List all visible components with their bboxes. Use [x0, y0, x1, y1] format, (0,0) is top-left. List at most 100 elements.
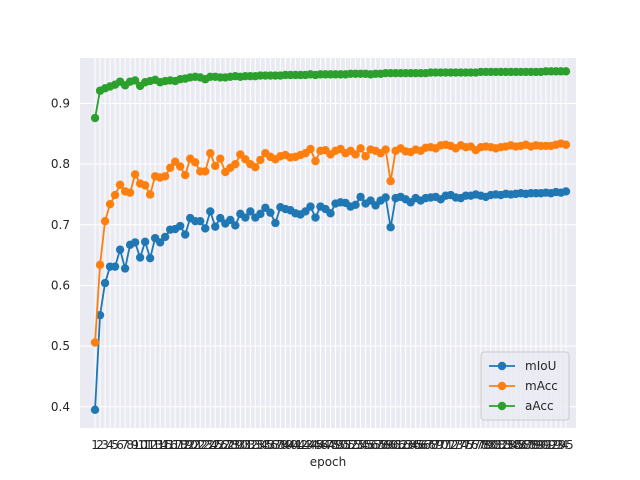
data-point-miou — [216, 213, 225, 223]
x-tick-label: 1 — [91, 438, 99, 452]
data-point-macc — [306, 144, 315, 154]
data-point-macc — [251, 162, 260, 172]
data-point-macc — [191, 158, 200, 167]
x-axis-label: epoch — [310, 455, 347, 469]
x-tick-label: 44 — [303, 438, 318, 452]
data-point-miou — [120, 264, 130, 273]
x-tick-label: 70 — [433, 438, 448, 452]
data-point-macc — [181, 170, 190, 180]
data-point-aacc — [561, 67, 571, 76]
data-point-miou — [176, 221, 185, 231]
data-point-miou — [241, 213, 250, 222]
x-tick-label: 80 — [483, 438, 498, 452]
x-tick-label: 59 — [378, 438, 393, 452]
x-tick-label: 78 — [473, 438, 488, 452]
data-point-macc — [100, 216, 110, 226]
x-tick-label: 40 — [283, 438, 298, 452]
legend-item-aacc: aAcc — [489, 399, 554, 413]
legend-marker-aacc — [497, 401, 507, 411]
x-tick-label: 87 — [518, 438, 533, 452]
data-point-macc — [216, 154, 225, 163]
x-tick-label: 36 — [263, 438, 278, 452]
x-tick-label: 17 — [168, 438, 183, 452]
x-tick-label: 21 — [188, 438, 203, 452]
x-tick-label: 79 — [478, 438, 493, 452]
x-tick-label: 42 — [293, 438, 308, 452]
x-tick-label: 58 — [373, 438, 388, 452]
legend: mIoU mAcc aAcc — [480, 351, 570, 421]
x-tick-label: 47 — [318, 438, 333, 452]
data-point-miou — [95, 310, 105, 320]
x-tick-label: 85 — [508, 438, 523, 452]
x-tick-label: 15 — [158, 438, 173, 452]
x-tick-label: 67 — [418, 438, 433, 452]
x-tick-label: 95 — [558, 438, 573, 452]
x-tick-label: 63 — [398, 438, 413, 452]
data-point-macc — [165, 163, 175, 172]
data-point-macc — [201, 167, 210, 176]
legend-label-aacc: aAcc — [525, 399, 554, 413]
x-tick-label: 54 — [353, 438, 368, 452]
y-tick-label: 0.5 — [51, 339, 70, 353]
data-point-miou — [271, 218, 280, 228]
data-point-miou — [326, 209, 335, 218]
data-point-macc — [110, 190, 120, 200]
x-tick-label: 18 — [173, 438, 188, 452]
x-tick-label: 24 — [203, 438, 218, 452]
x-tick-label: 71 — [438, 438, 453, 452]
x-tick-label: 83 — [498, 438, 513, 452]
x-tick-label: 34 — [253, 438, 268, 452]
data-point-macc — [361, 152, 370, 161]
data-point-miou — [381, 193, 390, 202]
data-point-miou — [90, 405, 100, 415]
data-point-miou — [226, 215, 235, 225]
x-tick-label: 69 — [428, 438, 443, 452]
data-point-macc — [160, 172, 170, 181]
x-tick-label: 66 — [413, 438, 428, 452]
data-point-macc — [256, 155, 265, 165]
data-point-miou — [386, 223, 395, 232]
data-point-miou — [155, 238, 165, 247]
data-point-miou — [206, 207, 215, 216]
x-tick-label: 2 — [96, 438, 104, 452]
x-tick-label: 72 — [443, 438, 458, 452]
legend-item-macc: mAcc — [489, 379, 558, 393]
x-tick-label: 3 — [101, 438, 109, 452]
x-tick-label: 68 — [423, 438, 438, 452]
data-point-macc — [386, 176, 395, 186]
data-point-macc — [311, 156, 320, 166]
x-tick-label: 53 — [348, 438, 363, 452]
x-tick-label: 20 — [183, 438, 198, 452]
series-group — [90, 67, 571, 415]
x-tick-label: 91 — [538, 438, 553, 452]
x-tick-label: 46 — [313, 438, 328, 452]
x-tick-label: 7 — [121, 438, 129, 452]
x-tick-label: 62 — [393, 438, 408, 452]
data-point-macc — [351, 150, 360, 159]
y-tick-label: 0.4 — [51, 400, 70, 414]
x-tick-label: 13 — [148, 438, 163, 452]
x-axis-ticks: 1234567891011121314151617181920212223242… — [91, 438, 573, 452]
x-tick-label: 90 — [533, 438, 548, 452]
x-tick-label: 55 — [358, 438, 373, 452]
x-tick-label: 60 — [383, 438, 398, 452]
x-tick-label: 35 — [258, 438, 273, 452]
data-point-miou — [201, 224, 210, 233]
data-point-miou — [110, 262, 120, 271]
x-tick-label: 92 — [543, 438, 558, 452]
data-point-miou — [181, 230, 190, 239]
data-point-miou — [311, 213, 320, 222]
data-point-miou — [160, 232, 170, 242]
y-tick-label: 0.8 — [51, 157, 70, 171]
data-point-macc — [115, 180, 125, 189]
data-point-macc — [381, 145, 390, 154]
data-point-miou — [231, 221, 240, 230]
x-tick-label: 5 — [111, 438, 119, 452]
x-tick-label: 38 — [273, 438, 288, 452]
data-point-macc — [211, 161, 220, 171]
x-tick-label: 9 — [131, 438, 139, 452]
x-tick-label: 23 — [198, 438, 213, 452]
y-tick-label: 0.6 — [51, 278, 70, 292]
x-tick-label: 37 — [268, 438, 283, 452]
